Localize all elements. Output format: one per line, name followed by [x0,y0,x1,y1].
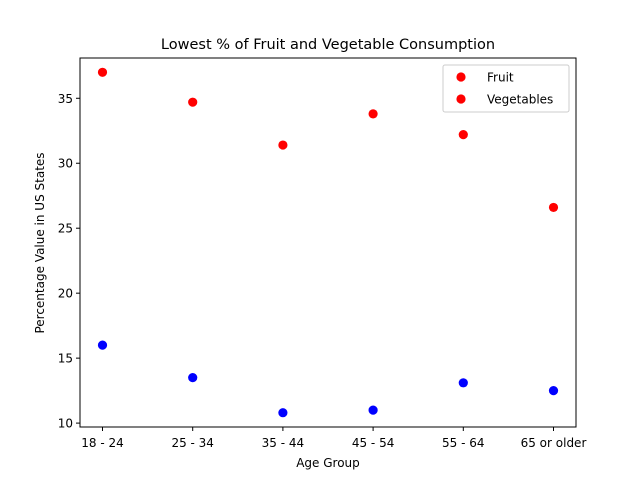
y-tick-label: 20 [58,287,73,301]
y-tick-label: 25 [58,222,73,236]
vegetables-point [188,373,198,383]
x-tick-label: 45 - 54 [352,436,395,450]
legend-marker [456,94,466,104]
fruit-point [278,140,288,150]
y-tick-label: 10 [58,417,73,431]
fruit-point [368,109,378,119]
legend-label: Vegetables [487,93,553,107]
fruit-point [97,67,108,77]
y-axis-ticks: 10 15 20 25 30 35 [58,92,80,431]
x-axis-ticks: 18 - 24 25 - 34 35 - 44 45 - 54 55 - 64 65 or… [81,427,586,450]
legend-marker [456,72,466,82]
legend-label: Fruit [487,71,514,85]
y-tick-label: 30 [58,157,73,171]
fruit-point [458,130,468,140]
data-points [97,67,559,418]
legend: Fruit Vegetables [442,64,570,113]
y-axis-label: Percentage Value in US States [33,152,47,333]
fruit-point [548,202,559,213]
y-tick-label: 15 [58,352,73,366]
x-tick-label: 18 - 24 [81,436,124,450]
x-tick-label: 35 - 44 [262,436,305,450]
plot-area-frame [79,57,577,428]
y-tick-label: 35 [58,92,73,106]
vegetables-point [97,340,108,350]
x-axis-label: Age Group [296,456,360,470]
vegetables-point [368,405,378,415]
vegetables-point [458,378,468,388]
x-tick-label: 25 - 34 [171,436,214,450]
x-tick-label: 55 - 64 [442,436,485,450]
vegetables-point [278,408,288,418]
x-tick-label: 65 or older [521,436,587,450]
chart-title: Lowest % of Fruit and Vegetable Consumpt… [161,37,495,53]
vegetables-point [548,386,559,396]
legend-box [442,64,570,113]
fruit-point [188,97,198,107]
